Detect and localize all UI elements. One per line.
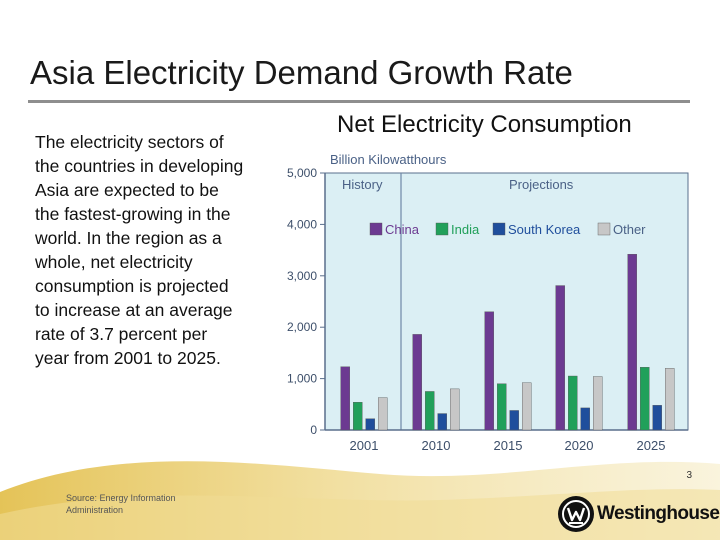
legend: China India South Korea Other bbox=[369, 222, 646, 237]
y-tick-label: 1,000 bbox=[287, 372, 317, 386]
logo-wordmark: Westinghouse bbox=[597, 503, 720, 524]
y-tick-label: 2,000 bbox=[287, 320, 317, 334]
bar-china-2001 bbox=[340, 366, 350, 431]
bar-china-2025 bbox=[627, 254, 637, 431]
y-tick-label: 5,000 bbox=[287, 166, 317, 180]
projections-label: Projections bbox=[509, 177, 574, 192]
chart-heading: Net Electricity Consumption bbox=[337, 111, 632, 138]
body-paragraph: The electricity sectors of the countries… bbox=[35, 132, 244, 368]
bar-india-2025 bbox=[640, 367, 650, 431]
bar-south-korea-2001 bbox=[365, 418, 375, 431]
bar-china-2010 bbox=[412, 334, 422, 431]
bar-india-2001 bbox=[353, 402, 363, 431]
source-note: Source: Energy Information Administratio… bbox=[66, 493, 176, 515]
legend-label: Other bbox=[613, 222, 646, 237]
page-number: 3 bbox=[686, 470, 692, 481]
y-axis-ticks: 0 1,000 2,000 3,000 4,000 5,000 bbox=[287, 166, 325, 437]
bar-india-2020 bbox=[568, 375, 578, 431]
bar-other-2001 bbox=[378, 397, 388, 431]
x-tick-label: 2001 bbox=[350, 438, 379, 453]
bar-other-2015 bbox=[522, 382, 532, 431]
legend-label: China bbox=[385, 222, 420, 237]
y-tick-label: 3,000 bbox=[287, 269, 317, 283]
legend-swatch bbox=[597, 222, 611, 236]
x-tick-label: 2025 bbox=[637, 438, 666, 453]
legend-swatch bbox=[492, 222, 506, 236]
plot-background bbox=[324, 172, 689, 431]
y-tick-label: 4,000 bbox=[287, 217, 317, 231]
bar-south-korea-2020 bbox=[580, 407, 590, 431]
x-axis-labels: 2001 2010 2015 2020 2025 bbox=[350, 438, 666, 453]
bar-india-2010 bbox=[425, 391, 435, 431]
bar-china-2015 bbox=[484, 311, 494, 431]
slide-title: Asia Electricity Demand Growth Rate bbox=[30, 54, 573, 91]
bar-south-korea-2025 bbox=[652, 405, 662, 431]
bar-other-2010 bbox=[450, 388, 460, 431]
legend-label: South Korea bbox=[508, 222, 581, 237]
y-tick-label: 0 bbox=[310, 423, 317, 437]
bar-china-2020 bbox=[555, 285, 565, 431]
x-tick-label: 2020 bbox=[565, 438, 594, 453]
title-divider bbox=[28, 100, 690, 103]
history-label: History bbox=[342, 177, 383, 192]
bar-india-2015 bbox=[497, 383, 507, 431]
bar-south-korea-2010 bbox=[437, 413, 447, 431]
bar-south-korea-2015 bbox=[509, 410, 519, 431]
bars-group bbox=[340, 254, 675, 431]
bar-other-2025 bbox=[665, 368, 675, 431]
bar-chart: Billion Kilowatthours History Projection… bbox=[287, 152, 689, 453]
legend-swatch bbox=[435, 222, 449, 236]
bar-other-2020 bbox=[593, 376, 603, 431]
legend-label: India bbox=[451, 222, 480, 237]
x-tick-label: 2015 bbox=[494, 438, 523, 453]
legend-swatch bbox=[369, 222, 383, 236]
units-label: Billion Kilowatthours bbox=[330, 152, 447, 167]
footer-decoration bbox=[0, 461, 720, 540]
x-tick-label: 2010 bbox=[422, 438, 451, 453]
westinghouse-logo: Westinghouse bbox=[558, 496, 720, 534]
logo-circle-w-icon bbox=[558, 496, 594, 532]
